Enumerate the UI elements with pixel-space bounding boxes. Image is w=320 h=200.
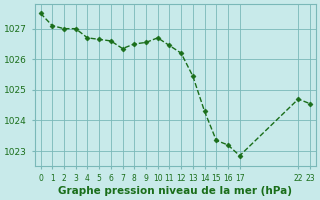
X-axis label: Graphe pression niveau de la mer (hPa): Graphe pression niveau de la mer (hPa)	[58, 186, 292, 196]
